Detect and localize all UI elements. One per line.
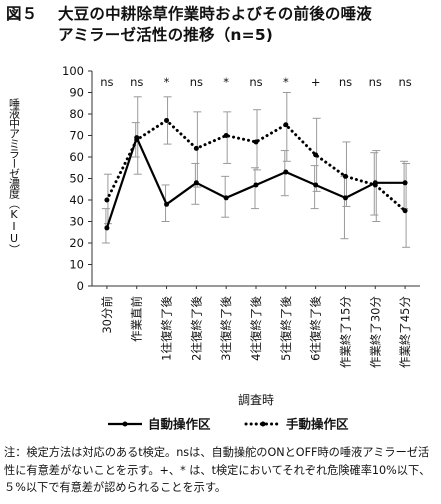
data-point: [104, 197, 110, 203]
legend-marker: [122, 421, 128, 427]
x-tick-label: 4往復終了後: [249, 296, 263, 361]
x-tick-label: 6往復終了後: [309, 296, 323, 361]
data-point: [402, 180, 408, 186]
y-tick-label: 30: [69, 215, 84, 229]
y-tick-label: 70: [69, 129, 84, 143]
y-tick-label: 100: [62, 64, 84, 78]
y-tick-label: 40: [69, 193, 84, 207]
y-tick-label: 90: [69, 86, 84, 100]
x-tick-label: 作業終了15分: [338, 296, 352, 369]
significance-label: ns: [100, 75, 113, 89]
y-tick-label: 20: [69, 236, 84, 250]
legend-label: 自動操作区: [148, 417, 211, 432]
data-point: [104, 225, 110, 231]
significance-label: ns: [398, 75, 411, 89]
significance-label: +: [311, 75, 321, 89]
significance-label: *: [164, 75, 170, 89]
y-tick-label: 60: [69, 150, 84, 164]
data-point: [164, 117, 170, 123]
y-axis-label: 唾液中アミラーゼ濃度（KIU）: [8, 98, 21, 254]
data-point: [223, 133, 229, 138]
footnote: 注：検定方法は対応のあるt検定。nsは、自動操舵のONとOFF時の唾液アミラーゼ…: [4, 444, 440, 497]
figure-title-line1: 大豆の中耕除草作業時およびその前後の唾液: [58, 5, 373, 23]
significance-label: ns: [369, 75, 382, 89]
data-point: [193, 180, 199, 186]
y-tick-label: 50: [69, 172, 84, 186]
data-point: [283, 122, 289, 128]
data-point: [193, 145, 199, 151]
significance-label: *: [223, 75, 229, 89]
data-point: [372, 182, 378, 188]
data-point: [342, 195, 348, 201]
x-tick-label: 30分前: [100, 296, 114, 334]
data-point: [313, 182, 319, 188]
x-tick-label: 2往復終了後: [189, 296, 203, 361]
figure-number: 図５: [6, 5, 38, 23]
data-point: [283, 169, 289, 175]
legend-label: 手動操作区: [286, 417, 349, 432]
x-tick-label: 作業終了30分: [368, 296, 382, 369]
significance-label: ns: [339, 75, 352, 89]
data-point: [134, 137, 140, 143]
footnote-label: 注：: [4, 446, 27, 459]
y-tick-label: 80: [69, 107, 84, 121]
data-point: [402, 208, 408, 214]
data-point: [253, 182, 259, 188]
y-tick-label: 0: [77, 279, 84, 293]
footnote-text: 検定方法は対応のあるt検定。nsは、自動操舵のONとOFF時の唾液アミラーゼ活性…: [4, 446, 431, 494]
data-point: [313, 152, 319, 158]
x-axis-label: 調査時: [238, 393, 274, 407]
data-point: [164, 201, 170, 207]
x-tick-label: 5往復終了後: [279, 296, 293, 361]
x-tick-label: 3往復終了後: [219, 296, 233, 361]
data-point: [223, 195, 229, 201]
significance-label: ns: [249, 75, 262, 89]
significance-label: *: [283, 75, 289, 89]
data-point: [342, 173, 348, 179]
x-tick-label: 作業直前: [130, 296, 144, 342]
figure-title-line2: アミラーゼ活性の推移（n=5): [58, 26, 274, 44]
x-tick-label: 1往復終了後: [160, 296, 174, 361]
significance-label: ns: [190, 75, 203, 89]
x-tick-label: 作業終了45分: [398, 296, 412, 369]
significance-label: ns: [130, 75, 143, 89]
data-point: [253, 139, 259, 145]
figure-title: 図５ 大豆の中耕除草作業時およびその前後の唾液 アミラーゼ活性の推移（n=5): [6, 4, 438, 46]
y-tick-label: 10: [69, 258, 84, 272]
legend-marker: [260, 421, 266, 427]
series-line: [105, 118, 407, 213]
